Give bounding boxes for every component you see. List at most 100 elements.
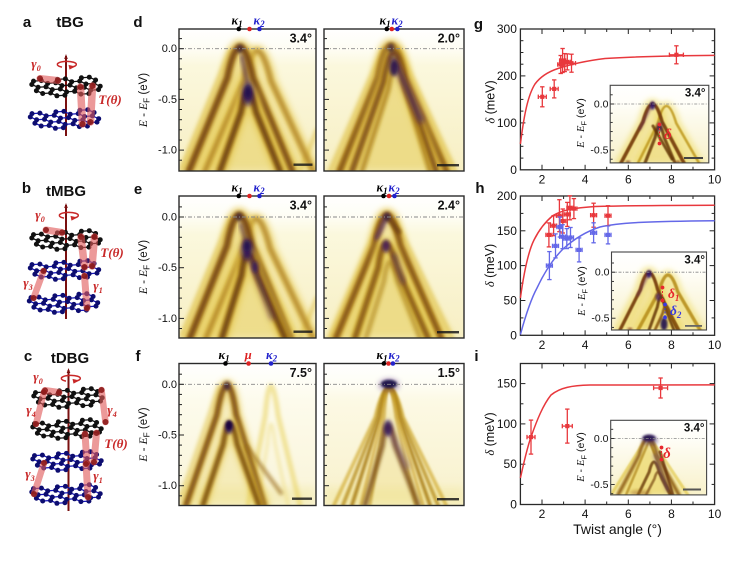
svg-text:γ1: γ1 — [93, 278, 102, 295]
svg-text:κ1: κ1 — [231, 181, 242, 197]
svg-text:2: 2 — [539, 507, 546, 521]
svg-text:100: 100 — [497, 259, 517, 273]
svg-text:γ0: γ0 — [33, 369, 42, 386]
svg-text:3.4°: 3.4° — [290, 32, 312, 46]
svg-text:f: f — [136, 348, 142, 365]
svg-text:200: 200 — [497, 189, 517, 203]
svg-text:κ2: κ2 — [266, 348, 278, 364]
svg-text:100: 100 — [497, 116, 517, 130]
svg-text:0.0: 0.0 — [594, 433, 609, 445]
svg-text:-1.0: -1.0 — [158, 145, 177, 157]
svg-text:0.0: 0.0 — [595, 267, 610, 279]
svg-text:δ1: δ1 — [668, 286, 679, 303]
svg-text:150: 150 — [497, 377, 517, 391]
svg-text:κ1: κ1 — [379, 14, 390, 30]
svg-text:4: 4 — [582, 172, 589, 186]
svg-text:Twist angle (°): Twist angle (°) — [573, 521, 662, 537]
svg-text:γ3: γ3 — [23, 275, 32, 292]
svg-text:T(θ): T(θ) — [98, 92, 121, 107]
svg-text:2: 2 — [539, 172, 546, 186]
svg-text:-1.0: -1.0 — [158, 480, 177, 492]
svg-text:h: h — [475, 180, 484, 197]
svg-text:-0.5: -0.5 — [158, 94, 177, 106]
svg-text:E - EF (eV): E - EF (eV) — [138, 73, 152, 128]
svg-text:10: 10 — [708, 172, 722, 186]
svg-text:4: 4 — [582, 338, 589, 352]
svg-text:δ: δ — [663, 446, 671, 462]
svg-text:T(θ): T(θ) — [104, 436, 127, 451]
svg-text:tMBG: tMBG — [46, 183, 86, 200]
svg-text:0: 0 — [510, 498, 517, 512]
svg-text:tBG: tBG — [56, 14, 84, 31]
svg-text:100: 100 — [497, 417, 517, 431]
svg-text:tDBG: tDBG — [51, 350, 89, 367]
svg-text:T(θ): T(θ) — [100, 245, 123, 260]
svg-text:γ0: γ0 — [35, 207, 44, 224]
svg-text:γ0: γ0 — [31, 56, 40, 73]
svg-text:δ (meV): δ (meV) — [483, 244, 497, 287]
svg-text:-0.5: -0.5 — [158, 430, 177, 442]
svg-text:κ1: κ1 — [376, 181, 387, 197]
svg-text:0.0: 0.0 — [162, 379, 177, 391]
svg-text:2: 2 — [539, 338, 546, 352]
svg-text:-0.5: -0.5 — [591, 313, 609, 325]
svg-text:E - EF (eV): E - EF (eV) — [576, 266, 590, 317]
svg-text:κ1: κ1 — [231, 14, 242, 30]
svg-text:E - EF (eV): E - EF (eV) — [138, 240, 152, 295]
svg-text:0: 0 — [510, 328, 517, 342]
svg-text:10: 10 — [708, 507, 722, 521]
svg-text:δ: δ — [664, 127, 672, 143]
svg-text:2.4°: 2.4° — [438, 199, 460, 213]
svg-text:d: d — [133, 14, 142, 31]
svg-text:-0.5: -0.5 — [158, 262, 177, 274]
svg-text:μ: μ — [244, 348, 252, 362]
svg-text:-0.5: -0.5 — [590, 145, 608, 157]
svg-text:10: 10 — [708, 338, 722, 352]
svg-text:b: b — [22, 180, 31, 197]
svg-text:150: 150 — [497, 224, 517, 238]
svg-text:0: 0 — [510, 163, 517, 177]
svg-text:κ1: κ1 — [376, 348, 387, 364]
svg-text:0.0: 0.0 — [162, 212, 177, 224]
svg-text:κ2: κ2 — [388, 348, 400, 364]
svg-text:0.0: 0.0 — [162, 43, 177, 55]
svg-text:E - EF (eV): E - EF (eV) — [575, 432, 589, 483]
svg-text:e: e — [134, 181, 142, 198]
svg-text:i: i — [474, 348, 478, 365]
svg-text:8: 8 — [668, 507, 675, 521]
svg-text:4: 4 — [582, 507, 589, 521]
svg-text:κ2: κ2 — [388, 181, 400, 197]
svg-text:0.0: 0.0 — [594, 99, 609, 111]
svg-text:8: 8 — [668, 338, 675, 352]
svg-text:3.4°: 3.4° — [684, 423, 705, 435]
svg-text:δ (meV): δ (meV) — [483, 412, 497, 455]
svg-text:E - EF (eV): E - EF (eV) — [575, 98, 589, 149]
svg-text:8: 8 — [668, 172, 675, 186]
svg-text:c: c — [24, 348, 32, 365]
svg-text:γ3: γ3 — [25, 466, 34, 483]
svg-text:1.5°: 1.5° — [438, 366, 460, 380]
svg-text:300: 300 — [497, 22, 517, 36]
svg-text:γ1: γ1 — [93, 468, 102, 485]
svg-text:6: 6 — [625, 338, 632, 352]
svg-text:7.5°: 7.5° — [290, 366, 312, 380]
svg-text:δ (meV): δ (meV) — [484, 80, 498, 123]
svg-text:50: 50 — [504, 457, 518, 471]
svg-text:g: g — [474, 16, 483, 33]
svg-text:a: a — [23, 14, 32, 31]
svg-text:κ2: κ2 — [253, 181, 265, 197]
svg-text:κ2: κ2 — [391, 14, 403, 30]
svg-text:6: 6 — [625, 172, 632, 186]
svg-text:3.4°: 3.4° — [684, 255, 705, 267]
svg-text:γ4: γ4 — [26, 402, 35, 419]
svg-text:-1.0: -1.0 — [158, 313, 177, 325]
svg-text:δ2: δ2 — [670, 303, 682, 320]
svg-text:E - EF (eV): E - EF (eV) — [138, 407, 152, 462]
svg-text:γ4: γ4 — [107, 402, 116, 419]
svg-text:-0.5: -0.5 — [590, 479, 608, 491]
svg-text:200: 200 — [497, 69, 517, 83]
svg-text:50: 50 — [504, 293, 518, 307]
svg-text:6: 6 — [625, 507, 632, 521]
svg-text:κ1: κ1 — [218, 348, 229, 364]
svg-text:3.4°: 3.4° — [685, 88, 706, 100]
